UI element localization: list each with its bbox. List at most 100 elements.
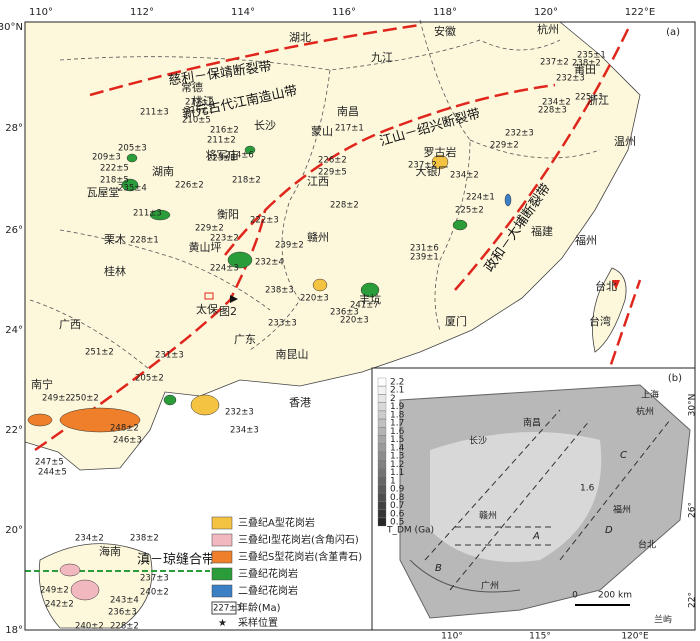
granite-bodies (27, 145, 512, 601)
age-label: 217±2 (185, 98, 214, 108)
age-label: 228±2 (330, 201, 359, 211)
place-label: 福建 (531, 224, 553, 238)
figure-box (204, 292, 214, 300)
age-label: 228±1 (130, 236, 159, 246)
legend-label: 三叠纪A型花岗岩 (238, 516, 315, 529)
colorbar-cell (377, 484, 387, 494)
granite-body (190, 394, 220, 416)
colorbar-cell (377, 377, 387, 387)
place-label: 广东 (234, 333, 256, 346)
granite-body (360, 282, 380, 298)
legend-swatch (211, 516, 233, 530)
age-label: 209±3 (92, 153, 121, 163)
age-label: 225±1 (575, 93, 604, 103)
age-label: 223±2 (210, 234, 239, 244)
colorbar-tick-label: 1.5 (390, 435, 404, 445)
legend-label: 三叠纪S型花岗岩(含堇青石) (238, 550, 362, 563)
colorbar-cell (377, 402, 387, 411)
lon-label: 114° (231, 7, 255, 18)
lat-label: 18° (5, 625, 23, 636)
inset-place: 广州 (481, 580, 499, 592)
province-boundaries (29, 19, 601, 371)
colorbar-cell (377, 419, 387, 428)
place-label: 台北 (595, 279, 617, 293)
inset-lat-label: 26° (688, 502, 698, 518)
inset-zone: A (532, 531, 540, 542)
age-label: 225±2 (455, 206, 484, 216)
place-label: 九江 (371, 51, 393, 64)
age-label: 248±2 (110, 424, 139, 434)
colorbar-tick-label: 1.4 (390, 443, 405, 453)
age-label: 229±2 (195, 224, 224, 234)
age-label: 231±6 (410, 244, 439, 254)
granite-body (244, 145, 256, 155)
colorbar-cell (377, 468, 387, 477)
lon-label: 120° (534, 7, 558, 18)
granite-body (27, 413, 53, 427)
colorbar-tick-label: 1 (390, 476, 396, 486)
legend-label: 年龄(Ma) (238, 601, 281, 614)
place-label: 图2 (219, 305, 237, 318)
age-label: 211±2 (207, 136, 236, 146)
age-label: 247±5 (35, 458, 64, 468)
age-label: 249±2 (42, 394, 71, 404)
age-label: 228±2 (110, 622, 139, 632)
age-label: 235±4 (118, 184, 147, 194)
lat-label: 28° (5, 123, 23, 134)
legend-swatch (211, 550, 233, 564)
age-label: 241±7 (350, 301, 379, 311)
inset-zones (424, 409, 671, 591)
taiwan-island (592, 267, 627, 353)
age-label: 246±3 (113, 436, 142, 446)
place-label: 太保 (196, 302, 218, 316)
granite-body (59, 407, 141, 433)
place-label: 长沙 (254, 119, 276, 132)
place-label: 蒙山 (311, 125, 333, 138)
age-label: 226±2 (175, 181, 204, 191)
place-label: 杭州 (537, 22, 559, 36)
inset-shade-light (430, 432, 602, 562)
place-label: 安徽 (434, 24, 456, 38)
mainland (24, 21, 641, 471)
age-label: 249±2 (40, 586, 69, 596)
age-label: 233±3 (268, 319, 297, 329)
inset-zone: C (620, 450, 627, 461)
place-label: 黄山坪 (189, 240, 222, 254)
place-label: 湖南 (152, 165, 174, 178)
age-label: 218±5 (100, 176, 129, 186)
legend-swatch (211, 533, 233, 547)
colorbar-tick-label: 0.8 (390, 493, 405, 503)
legend-label: 三叠纪I型花岗岩(含角闪石) (238, 533, 359, 546)
inset-panel-label: (b) (668, 373, 682, 384)
inset-lat-label: 22° (688, 592, 698, 608)
panel-label: (a) (666, 27, 680, 38)
granite-body (504, 193, 512, 207)
colorbar-tick-label: 0.9 (390, 485, 405, 495)
age-label: 244±5 (38, 468, 67, 478)
lat-label: 30°N (0, 22, 23, 33)
age-label: 205±3 (118, 144, 147, 154)
age-label: 235±1 (577, 51, 606, 61)
granite-body (227, 251, 253, 269)
lon-label: 122°E (625, 7, 655, 18)
place-label: 温州 (614, 135, 636, 148)
colorbar-cell (377, 427, 387, 436)
age-label: 210±5 (182, 116, 211, 126)
place-label: 将军庙 (206, 148, 239, 162)
contour-label: 1.6 (580, 484, 595, 494)
inset-place: 长沙 (469, 435, 487, 447)
inset-lon-label: 115° (529, 632, 551, 641)
lon-label: 112° (130, 7, 154, 18)
colorbar-tick-label: 0.6 (390, 509, 405, 519)
place-label: 衡阳 (217, 208, 239, 221)
age-label: 237±2 (408, 161, 437, 171)
place-label: 常德 (181, 80, 203, 94)
legend-age-box (211, 601, 237, 615)
age-label: 214±6 (225, 151, 254, 161)
age-label: 229±5 (318, 168, 347, 178)
colorbar-cell (377, 476, 387, 485)
legend-swatch (211, 567, 233, 581)
legend-label: 采样位置 (238, 616, 278, 629)
colorbar-tick-label: 2.2 (390, 378, 404, 388)
